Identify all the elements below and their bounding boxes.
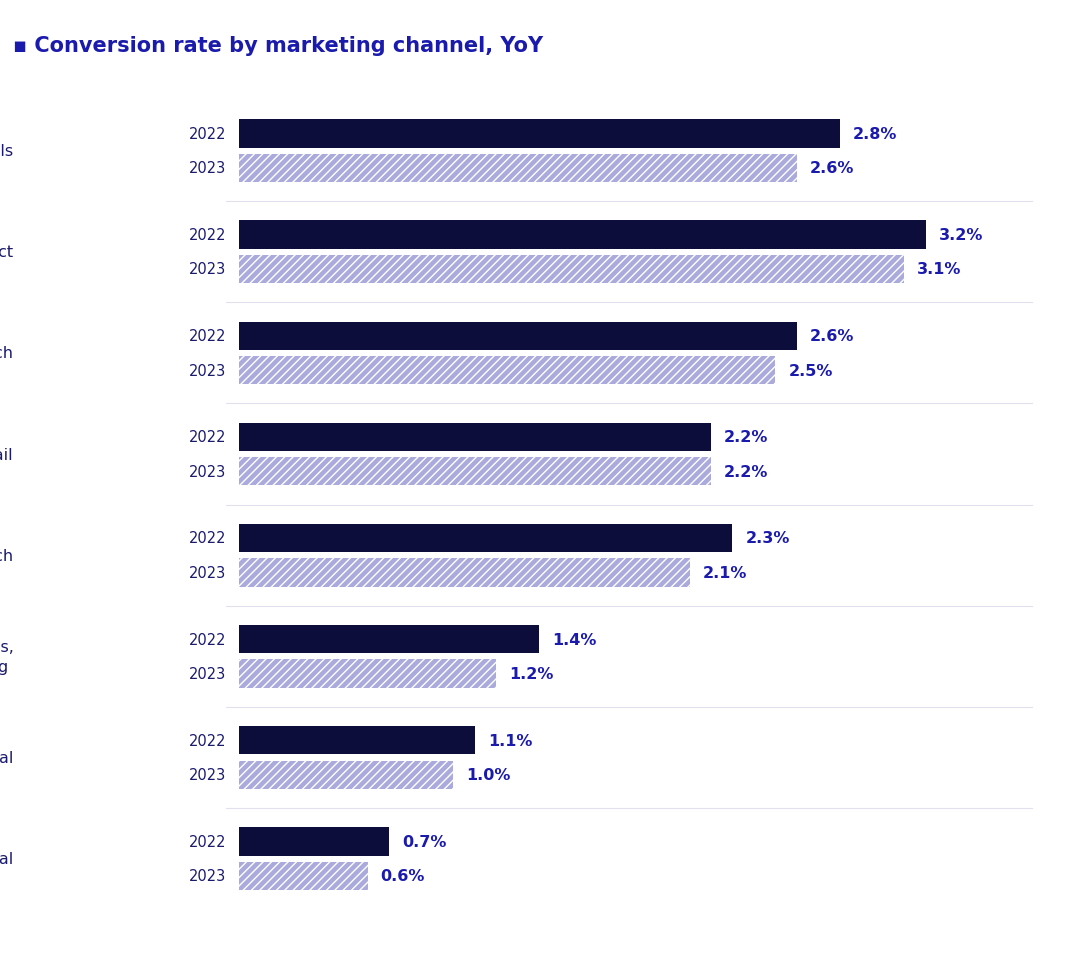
- Text: 2023: 2023: [188, 666, 226, 681]
- Text: 2.1%: 2.1%: [703, 565, 747, 580]
- Text: 2023: 2023: [188, 565, 226, 580]
- Text: 2023: 2023: [188, 161, 226, 176]
- Text: 2.5%: 2.5%: [789, 363, 833, 378]
- Text: 2022: 2022: [188, 834, 226, 849]
- Text: Organic social: Organic social: [0, 750, 14, 765]
- Text: 3.2%: 3.2%: [938, 228, 982, 243]
- Bar: [239, 862, 368, 890]
- Text: 2023: 2023: [188, 464, 226, 479]
- Text: 2022: 2022: [188, 733, 226, 748]
- Text: 2023: 2023: [188, 767, 226, 782]
- Bar: [239, 558, 690, 587]
- Bar: [239, 322, 797, 351]
- Text: Direct: Direct: [0, 245, 14, 260]
- Text: Email: Email: [0, 447, 14, 462]
- Bar: [239, 726, 475, 755]
- Bar: [239, 457, 711, 486]
- Text: Display, Ads,
Retargeting: Display, Ads, Retargeting: [0, 639, 14, 674]
- Text: ▪ Conversion rate by marketing channel, YoY: ▪ Conversion rate by marketing channel, …: [14, 35, 543, 55]
- Bar: [239, 625, 539, 654]
- Text: 2022: 2022: [188, 127, 226, 142]
- Text: 2023: 2023: [188, 868, 226, 883]
- Bar: [239, 221, 925, 250]
- Text: 2.8%: 2.8%: [852, 127, 897, 142]
- Bar: [239, 120, 839, 149]
- Text: Paid search: Paid search: [0, 346, 14, 361]
- Text: Paid social: Paid social: [0, 851, 14, 866]
- Bar: [239, 827, 390, 856]
- Bar: [239, 255, 904, 284]
- Text: 1.4%: 1.4%: [552, 632, 596, 647]
- Text: 2023: 2023: [188, 363, 226, 378]
- Text: 2022: 2022: [188, 228, 226, 243]
- Bar: [239, 659, 496, 688]
- Text: 2022: 2022: [188, 632, 226, 647]
- Text: 2.2%: 2.2%: [724, 430, 768, 445]
- Text: 3.1%: 3.1%: [917, 262, 962, 277]
- Text: 0.7%: 0.7%: [402, 834, 447, 849]
- Text: 1.1%: 1.1%: [487, 733, 533, 748]
- Text: 2.6%: 2.6%: [810, 161, 854, 176]
- Text: 1.0%: 1.0%: [466, 767, 511, 782]
- Text: 2.3%: 2.3%: [746, 531, 790, 546]
- Text: All channels: All channels: [0, 144, 14, 159]
- Text: 2.2%: 2.2%: [724, 464, 768, 479]
- Text: 2022: 2022: [188, 329, 226, 344]
- Text: 2022: 2022: [188, 531, 226, 546]
- Text: 1.2%: 1.2%: [509, 666, 554, 681]
- Bar: [239, 423, 711, 452]
- Text: Organic search: Organic search: [0, 548, 14, 563]
- Bar: [239, 356, 776, 385]
- Bar: [239, 760, 453, 789]
- Text: 0.6%: 0.6%: [381, 868, 425, 883]
- Text: 2023: 2023: [188, 262, 226, 277]
- Text: 2.6%: 2.6%: [810, 329, 854, 344]
- Bar: [239, 524, 733, 553]
- Text: 2022: 2022: [188, 430, 226, 445]
- Bar: [239, 154, 797, 183]
